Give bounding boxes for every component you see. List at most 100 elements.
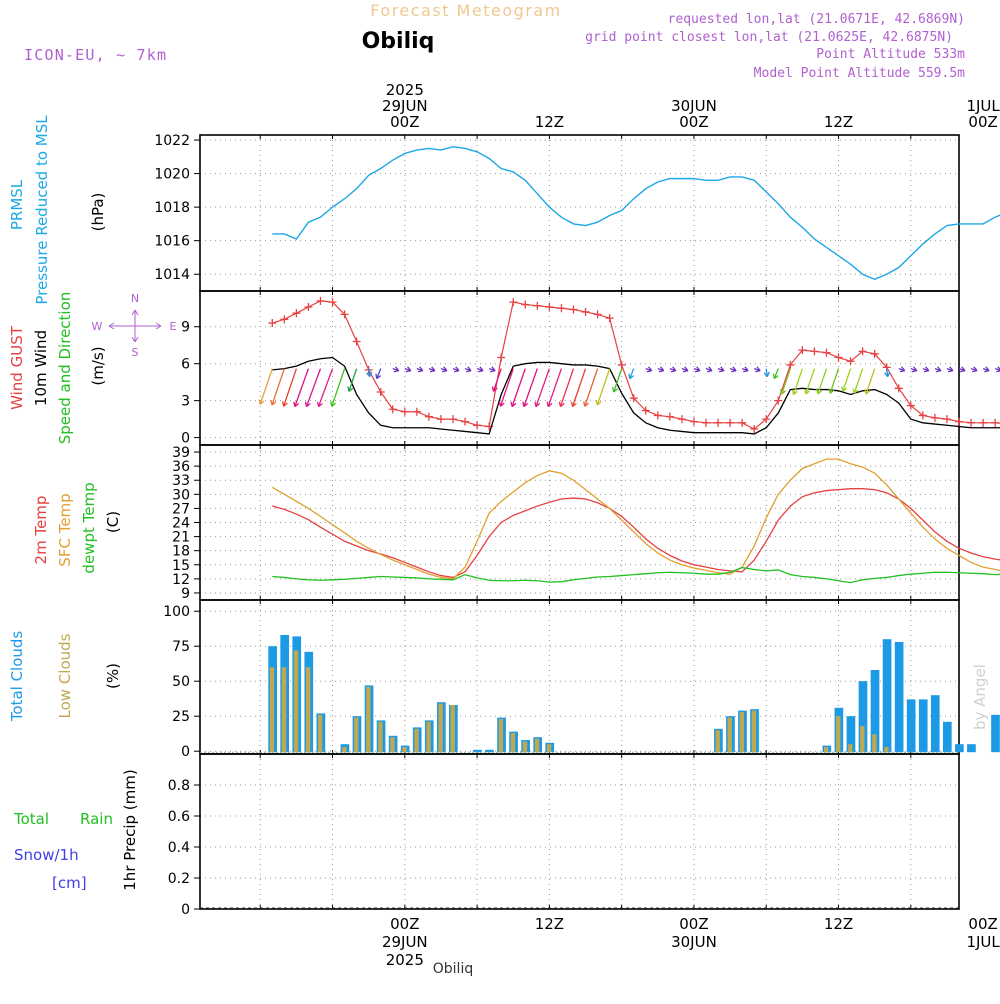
wind-arrow	[547, 368, 563, 407]
wind-arrow-head	[595, 399, 602, 406]
wind-arrow-head	[911, 366, 918, 373]
total-cloud-bar	[846, 716, 856, 753]
pressure-frame	[199, 134, 960, 292]
bottom-time-label: 00Z	[679, 915, 708, 933]
wind-arrow-head	[828, 388, 835, 394]
temperature-ytick-label: 30	[172, 487, 190, 503]
wind-panel: 0 3 6 9	[181, 290, 960, 447]
wind-arrow	[348, 368, 358, 392]
gust-marker	[376, 388, 385, 397]
pressure-ytick-label: 1020	[154, 167, 190, 183]
gust-marker	[412, 407, 421, 416]
wind-arrow-head	[270, 399, 277, 406]
wind-arrow-head	[763, 371, 770, 378]
wind-ytick-label: 6	[181, 357, 190, 373]
total-cloud-bar	[473, 749, 482, 753]
total-cloud-bar	[991, 714, 1000, 753]
wind-arrow-head	[498, 401, 505, 407]
gust-marker	[497, 353, 506, 362]
plot-layer: 1014101610181020102203699121518212427303…	[8, 81, 1000, 969]
wind-arrow	[865, 368, 876, 395]
wind-frame	[199, 290, 960, 446]
compass-n: N	[131, 292, 139, 305]
sfc-temp-axis-label: SFC Temp	[56, 493, 74, 566]
gust-marker	[629, 394, 638, 403]
temperature-ytick-label: 39	[172, 445, 190, 461]
wind10m-line	[272, 356, 1000, 435]
low-cloud-bar	[438, 703, 443, 753]
temperature-ytick-label: 15	[172, 558, 190, 574]
low-cloud-bar	[342, 747, 347, 753]
pressure-panel: 1014 1016 1018 1020 1022	[154, 133, 960, 292]
gust-marker	[388, 405, 397, 414]
model-label: ICON-EU, ~ 7km	[24, 46, 167, 64]
total-cloud-bar	[858, 681, 868, 753]
gust-marker	[834, 353, 843, 362]
wind-arrow	[331, 368, 346, 407]
wind-arrow-head	[466, 366, 472, 373]
low-cloud-bar	[546, 744, 552, 753]
wind10m-axis-label: 10m Wind	[32, 330, 50, 406]
gust-marker	[967, 418, 976, 427]
low-cloud-bar	[426, 721, 431, 753]
wind-arrow-head	[583, 401, 590, 407]
low-cloud-bar	[354, 717, 359, 753]
point-altitude: Point Altitude 533m	[816, 47, 965, 62]
pressure-label-long: Pressure Reduced to MSL	[33, 115, 51, 305]
pressure-line	[272, 146, 1000, 281]
gust-marker	[473, 421, 482, 430]
clouds-ytick-label: 50	[172, 674, 190, 690]
gust-marker	[858, 347, 867, 356]
gust-marker	[436, 415, 445, 424]
gust-marker	[798, 346, 807, 355]
gust-marker	[545, 303, 554, 312]
low-cloud-bar	[402, 747, 407, 753]
temperature-ytick-label: 12	[172, 572, 190, 588]
wind-arrow-head	[628, 373, 635, 380]
gust-marker	[979, 418, 988, 427]
total-cloud-bar	[918, 699, 928, 753]
clouds-unit: (%)	[104, 663, 122, 689]
gust-marker	[424, 412, 433, 421]
wind-arrow-head	[558, 401, 565, 408]
gust-marker	[617, 360, 626, 369]
wind-arrow-head	[984, 366, 990, 373]
low-cloud-bar	[824, 747, 829, 753]
gust-marker	[641, 406, 650, 415]
wind-ytick-label: 3	[181, 394, 190, 410]
compass-e: E	[170, 320, 177, 333]
gust-marker	[569, 305, 578, 314]
low-cloud-bar	[366, 686, 371, 753]
precipitation-frame	[199, 753, 960, 910]
wind-arrow-head	[852, 388, 859, 394]
gust-marker	[340, 310, 349, 319]
gust-marker	[605, 314, 614, 323]
low-cloud-bar	[836, 716, 841, 753]
low-cloud-bar	[751, 710, 757, 753]
gust-line	[272, 300, 1000, 430]
pressure-ytick-label: 1016	[154, 234, 190, 250]
gust-marker	[786, 360, 795, 369]
wind-arrow-head	[923, 366, 930, 373]
wind-arrow-head	[478, 366, 484, 373]
wind-arrow	[271, 368, 285, 406]
wind-arrow-head	[804, 388, 811, 395]
wind-arrow	[571, 368, 587, 407]
wind-unit: (m/s)	[89, 346, 107, 385]
clouds-ytick-label: 75	[172, 639, 190, 655]
wind-arrow-head	[731, 366, 737, 373]
wind-arrow-head	[417, 366, 424, 373]
wind-arrow-head	[366, 371, 373, 378]
wind-arrow-head	[330, 401, 337, 407]
wind-arrow	[817, 368, 828, 395]
wind-ytick-label: 9	[181, 320, 190, 336]
top-time-label: 29JUN	[382, 97, 428, 115]
wind-arrow	[805, 368, 816, 395]
wind-arrow	[773, 368, 779, 379]
total-cloud-bar	[882, 639, 892, 753]
bottom-time-label: 00Z	[968, 915, 997, 933]
wind-arrow-head	[570, 401, 577, 408]
wind-arrow-head	[935, 366, 942, 373]
